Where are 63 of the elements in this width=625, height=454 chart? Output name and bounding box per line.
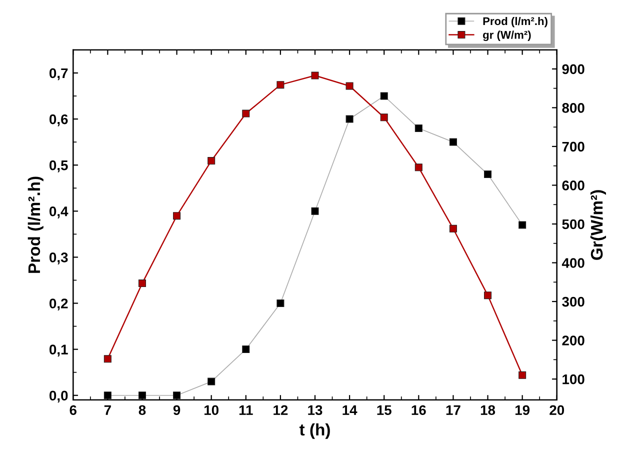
x-tick-label: 12 bbox=[274, 405, 288, 415]
point bbox=[449, 138, 457, 146]
x-tick-label: 18 bbox=[480, 405, 496, 416]
point bbox=[104, 392, 112, 400]
point bbox=[173, 212, 181, 220]
point bbox=[518, 221, 526, 229]
y-tick-label: 0,2 bbox=[50, 298, 68, 310]
x-tick-label: 9 bbox=[173, 405, 180, 416]
y-tick-label: 0,5 bbox=[50, 160, 68, 172]
y2-tick-label: 500 bbox=[562, 219, 584, 230]
x-tick-label: 16 bbox=[412, 405, 426, 416]
x-tick-label: 8 bbox=[138, 405, 146, 416]
point bbox=[346, 82, 354, 90]
x-tick-label: 6 bbox=[70, 405, 76, 416]
point bbox=[276, 300, 284, 308]
point bbox=[104, 355, 112, 363]
x-axis-title: t (h) bbox=[299, 423, 330, 439]
point bbox=[380, 92, 388, 100]
x-tick-label: 15 bbox=[377, 405, 392, 416]
point bbox=[484, 170, 492, 178]
y-tick-label: 0,6 bbox=[50, 114, 68, 126]
y-tick-label: 0,1 bbox=[50, 344, 68, 356]
point bbox=[311, 207, 319, 215]
point bbox=[414, 124, 422, 132]
point bbox=[484, 292, 492, 300]
point bbox=[242, 346, 250, 354]
y2-tick-label: 900 bbox=[562, 64, 584, 74]
point bbox=[242, 110, 250, 118]
y-tick-label: 0,0 bbox=[50, 390, 68, 403]
legend-label: gr (W/m²) bbox=[483, 30, 531, 42]
x-tick-label: 7 bbox=[104, 405, 111, 415]
point bbox=[414, 164, 422, 172]
x-tick-label: 14 bbox=[342, 405, 358, 415]
x-tick-label: 13 bbox=[308, 405, 322, 416]
y2-tick-label: 800 bbox=[562, 103, 584, 113]
point bbox=[380, 114, 388, 122]
y-tick-label: 0,4 bbox=[50, 206, 68, 218]
y2-tick-label: 100 bbox=[562, 374, 584, 384]
legend-label: Prod (l/m².h) bbox=[483, 16, 548, 28]
point bbox=[138, 392, 146, 400]
y2-tick-label: 600 bbox=[562, 180, 584, 190]
y-axis-title: Prod (l/m².h) bbox=[28, 176, 44, 273]
point bbox=[208, 157, 216, 165]
point bbox=[208, 378, 216, 386]
x-tick-label: 19 bbox=[515, 405, 530, 416]
y-tick-label: 0,7 bbox=[50, 68, 68, 80]
point bbox=[173, 392, 181, 400]
y2-tick-label: 300 bbox=[562, 296, 584, 307]
y2-tick-label: 700 bbox=[562, 142, 584, 152]
x-tick-label: 11 bbox=[239, 405, 253, 415]
x-tick-label: 17 bbox=[446, 405, 460, 415]
y2-axis-title: Gr(W/m²) bbox=[590, 190, 606, 260]
y2-tick-label: 200 bbox=[562, 336, 584, 346]
point bbox=[138, 280, 146, 288]
x-tick-label: 10 bbox=[204, 405, 218, 416]
point bbox=[276, 81, 284, 89]
point bbox=[518, 371, 526, 379]
y-tick-label: 0,3 bbox=[50, 252, 68, 264]
point bbox=[311, 72, 319, 80]
y2-tick-label: 400 bbox=[562, 258, 584, 268]
point bbox=[346, 115, 354, 123]
x-tick-label: 20 bbox=[550, 405, 564, 416]
point bbox=[449, 224, 457, 232]
